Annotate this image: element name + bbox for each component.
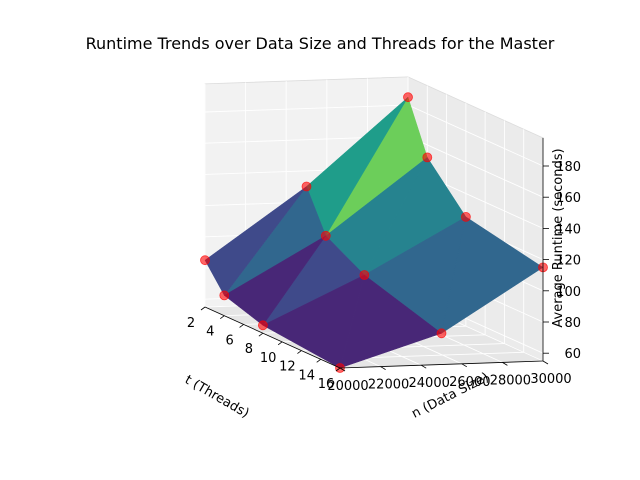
grid-z-back — [407, 135, 544, 198]
x-tick-label: 16 — [318, 377, 335, 392]
data-point — [219, 290, 230, 301]
grid-z-left — [204, 104, 409, 113]
x-axis-label: t (Threads) — [182, 373, 252, 422]
surface-facet — [223, 235, 327, 326]
y-tick-label: 22000 — [368, 378, 409, 393]
y-tick-label: 30000 — [530, 372, 571, 387]
y-tick — [461, 363, 468, 368]
x-axis-line — [204, 306, 341, 369]
chart-title: Runtime Trends over Data Size and Thread… — [85, 34, 555, 53]
data-point — [359, 270, 370, 280]
data-point — [422, 152, 433, 163]
data-point — [320, 230, 331, 241]
y-tick — [502, 362, 508, 366]
z-tick-label: 160 — [556, 191, 581, 206]
z-tick-label: 180 — [556, 160, 581, 175]
z-tick-label: 120 — [556, 254, 581, 269]
data-point — [436, 328, 447, 339]
data-point — [257, 320, 268, 331]
x-tick-label: 2 — [187, 316, 195, 331]
data-point — [301, 181, 312, 192]
z-tick-label: 100 — [556, 285, 581, 300]
z-tick-label: 80 — [564, 316, 581, 331]
surface-facet — [441, 216, 544, 334]
x-tick-label: 8 — [245, 342, 253, 357]
x-tick — [239, 324, 244, 328]
y-tick-label: 24000 — [409, 376, 450, 391]
surface-facet — [339, 274, 443, 369]
x-tick — [316, 358, 321, 363]
x-tick-label: 4 — [206, 325, 214, 340]
z-axis-label: Average Runtime (seconds) — [551, 148, 566, 327]
y-axis-line — [339, 360, 544, 369]
y-tick — [339, 367, 346, 372]
y-tick — [542, 360, 549, 365]
x-tick-label: 10 — [260, 351, 277, 366]
x-tick — [335, 367, 341, 372]
y-tick-label: 20000 — [327, 379, 368, 394]
data-markers — [200, 92, 548, 373]
data-point — [403, 92, 413, 103]
y-tick-label: 28000 — [490, 373, 531, 388]
x-tick-label: 14 — [298, 368, 315, 383]
y-tick — [380, 366, 386, 370]
y-tick — [420, 364, 427, 369]
x-tick — [220, 315, 225, 320]
grid-z-back — [407, 104, 544, 167]
surface — [204, 96, 544, 369]
x-tick — [200, 306, 206, 311]
z-tick-label: 140 — [556, 222, 581, 237]
z-tick-label: 60 — [564, 347, 581, 362]
x-tick-label: 12 — [279, 360, 296, 375]
x-tick — [258, 332, 264, 337]
x-tick — [277, 341, 283, 346]
x-tick — [297, 350, 302, 354]
y-tick-label: 26000 — [449, 375, 490, 390]
data-point — [200, 255, 210, 266]
data-point — [460, 211, 471, 222]
surface-facet — [204, 186, 307, 296]
x-tick-label: 6 — [225, 333, 233, 348]
